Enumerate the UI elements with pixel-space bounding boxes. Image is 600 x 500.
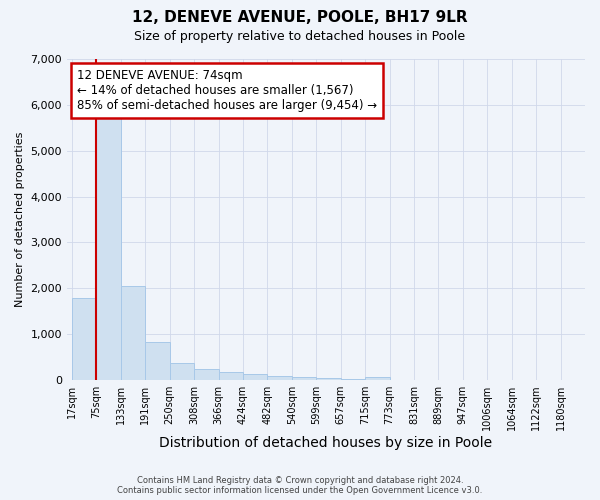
Text: Size of property relative to detached houses in Poole: Size of property relative to detached ho… xyxy=(134,30,466,43)
X-axis label: Distribution of detached houses by size in Poole: Distribution of detached houses by size … xyxy=(160,436,493,450)
Y-axis label: Number of detached properties: Number of detached properties xyxy=(15,132,25,307)
Bar xyxy=(243,374,268,380)
Bar xyxy=(218,372,243,380)
Bar xyxy=(145,342,170,380)
Bar xyxy=(365,378,389,380)
Bar xyxy=(268,376,292,380)
Text: 12 DENEVE AVENUE: 74sqm
← 14% of detached houses are smaller (1,567)
85% of semi: 12 DENEVE AVENUE: 74sqm ← 14% of detache… xyxy=(77,68,377,112)
Bar xyxy=(121,286,145,380)
Bar xyxy=(292,378,316,380)
Bar xyxy=(194,368,218,380)
Text: 12, DENEVE AVENUE, POOLE, BH17 9LR: 12, DENEVE AVENUE, POOLE, BH17 9LR xyxy=(132,10,468,25)
Bar xyxy=(170,362,194,380)
Bar xyxy=(341,379,365,380)
Text: Contains HM Land Registry data © Crown copyright and database right 2024.
Contai: Contains HM Land Registry data © Crown c… xyxy=(118,476,482,495)
Bar xyxy=(316,378,341,380)
Bar xyxy=(72,298,97,380)
Bar xyxy=(97,115,121,380)
